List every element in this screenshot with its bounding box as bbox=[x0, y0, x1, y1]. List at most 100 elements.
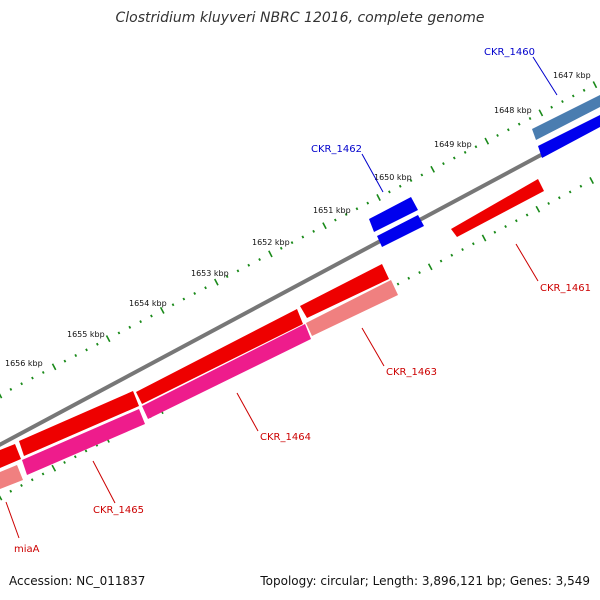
kbp-label-1653: 1653 kbp bbox=[191, 269, 229, 278]
minor-tick bbox=[20, 382, 23, 386]
gene-ckr-1463-inner-bar[interactable] bbox=[306, 280, 398, 336]
minor-tick bbox=[84, 449, 88, 453]
ckr-1462-connector bbox=[361, 153, 384, 193]
minor-tick bbox=[496, 133, 499, 137]
major-tick bbox=[51, 464, 57, 472]
kbp-label-1656: 1656 kbp bbox=[5, 359, 43, 368]
gene-ckr-1464-outer-bar[interactable] bbox=[136, 309, 303, 404]
outer-tick-row bbox=[0, 81, 598, 399]
minor-tick bbox=[450, 253, 454, 257]
minor-tick bbox=[258, 258, 261, 262]
minor-tick bbox=[439, 259, 443, 263]
gene-miaa-outer-bar[interactable] bbox=[0, 444, 21, 468]
minor-tick bbox=[204, 286, 207, 290]
genome-summary-text: Topology: circular; Length: 3,896,121 bp… bbox=[260, 574, 590, 588]
minor-tick bbox=[558, 196, 561, 200]
accession-text: Accession: NC_011837 bbox=[9, 574, 146, 588]
minor-tick bbox=[20, 483, 23, 487]
major-tick bbox=[376, 194, 381, 201]
minor-tick bbox=[312, 229, 315, 233]
minor-tick bbox=[63, 359, 67, 363]
minor-tick bbox=[579, 184, 583, 188]
gene-ckr-1465-outer-bar[interactable] bbox=[19, 391, 139, 456]
major-tick bbox=[427, 263, 433, 271]
minor-tick bbox=[525, 213, 529, 217]
minor-tick bbox=[171, 303, 175, 307]
minor-tick bbox=[582, 88, 586, 92]
major-tick bbox=[484, 137, 490, 145]
gene-label-ckr-1462[interactable]: CKR_1462 bbox=[311, 144, 362, 155]
major-tick bbox=[268, 250, 273, 258]
minor-tick bbox=[418, 271, 421, 275]
minor-tick bbox=[117, 331, 121, 335]
gene-label-ckr-1465[interactable]: CKR_1465 bbox=[93, 505, 144, 516]
minor-tick bbox=[9, 387, 13, 391]
major-tick bbox=[105, 335, 111, 343]
major-tick bbox=[538, 109, 544, 117]
minor-tick bbox=[128, 325, 132, 329]
gene-ckr-1464-inner-bar[interactable] bbox=[142, 324, 311, 419]
kbp-label-1648: 1648 kbp bbox=[494, 106, 532, 115]
minor-tick bbox=[334, 218, 337, 222]
genome-title: Clostridium kluyveri NBRC 12016, complet… bbox=[115, 10, 485, 26]
major-tick bbox=[430, 165, 436, 173]
minor-tick bbox=[472, 242, 475, 246]
major-tick bbox=[159, 306, 165, 314]
major-tick bbox=[535, 205, 541, 213]
major-tick bbox=[589, 177, 595, 184]
minor-tick bbox=[290, 241, 294, 245]
gene-ckr-1462-inner-bar[interactable] bbox=[377, 215, 424, 247]
gene-ckr-1461-bar[interactable] bbox=[451, 179, 544, 237]
minor-tick bbox=[9, 489, 13, 493]
minor-tick bbox=[506, 128, 510, 132]
gene-label-ckr-1460[interactable]: CKR_1460 bbox=[484, 47, 535, 58]
minor-tick bbox=[398, 184, 402, 188]
minor-tick bbox=[193, 291, 197, 295]
gene-miaa-inner-bar[interactable] bbox=[0, 465, 23, 489]
minor-tick bbox=[344, 212, 348, 216]
minor-tick bbox=[407, 276, 411, 280]
ckr-1461-connector bbox=[515, 243, 539, 282]
kbp-label-1655: 1655 kbp bbox=[67, 330, 105, 339]
minor-tick bbox=[568, 190, 572, 194]
minor-tick bbox=[550, 105, 553, 109]
gene-ckr-1465-inner-bar[interactable] bbox=[22, 409, 145, 475]
ckr-1465-connector bbox=[92, 460, 116, 504]
minor-tick bbox=[493, 230, 497, 234]
minor-tick bbox=[442, 162, 445, 166]
gene-label-ckr-1461[interactable]: CKR_1461 bbox=[540, 283, 591, 294]
minor-tick bbox=[74, 353, 78, 358]
gene-ckr-1460-inner-bar[interactable] bbox=[538, 115, 600, 158]
minor-tick bbox=[463, 150, 467, 154]
kbp-label-1651: 1651 kbp bbox=[313, 206, 351, 215]
minor-tick bbox=[366, 201, 370, 205]
miaa-connector bbox=[5, 501, 20, 539]
minor-tick bbox=[547, 201, 550, 205]
minor-tick bbox=[396, 282, 400, 286]
minor-tick bbox=[504, 225, 507, 229]
kbp-label-1649: 1649 kbp bbox=[434, 140, 472, 149]
minor-tick bbox=[30, 478, 34, 482]
minor-tick bbox=[150, 314, 153, 318]
minor-tick bbox=[85, 348, 88, 352]
minor-tick bbox=[515, 219, 518, 223]
gene-ckr-1463-outer-bar[interactable] bbox=[300, 264, 389, 318]
kbp-label-1650: 1650 kbp bbox=[374, 173, 412, 182]
major-tick bbox=[592, 81, 598, 89]
ckr-1460-connector bbox=[532, 56, 558, 96]
gene-label-ckr-1464[interactable]: CKR_1464 bbox=[260, 432, 311, 443]
minor-tick bbox=[139, 320, 142, 324]
gene-label-ckr-1463[interactable]: CKR_1463 bbox=[386, 367, 437, 378]
minor-tick bbox=[31, 376, 34, 380]
gene-ckr-1460-outer-bar[interactable] bbox=[532, 95, 600, 140]
major-tick bbox=[51, 363, 57, 371]
major-tick bbox=[481, 234, 487, 242]
major-tick bbox=[0, 393, 3, 399]
gene-ckr-1462-outer-bar[interactable] bbox=[369, 197, 418, 232]
gene-label-miaa[interactable]: miaA bbox=[14, 544, 40, 555]
major-tick bbox=[213, 278, 219, 286]
minor-tick bbox=[41, 472, 45, 476]
kbp-label-1654: 1654 kbp bbox=[129, 299, 167, 308]
minor-tick bbox=[388, 190, 391, 194]
